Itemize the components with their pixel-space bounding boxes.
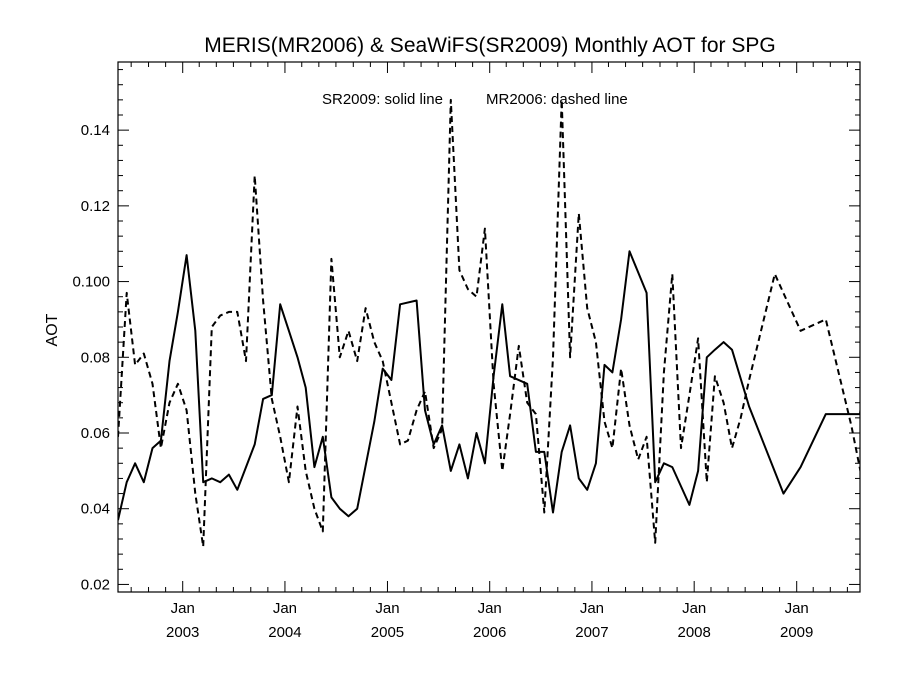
x-tick-label-month: Jan xyxy=(580,600,604,617)
y-axis-label: AOT xyxy=(44,313,61,346)
plot-border xyxy=(117,61,861,593)
legend-annotation-solid: SR2009: solid line xyxy=(322,91,443,108)
series-layer xyxy=(118,98,860,548)
x-tick-label-year: 2004 xyxy=(268,624,301,641)
x-tick-label-month: Jan xyxy=(375,600,399,617)
x-tick-label-year: 2006 xyxy=(473,624,506,641)
legend-annotation-dashed: MR2006: dashed line xyxy=(486,91,628,108)
y-tick-label: 0.100 xyxy=(72,274,110,291)
x-axis-ticks: Jan 2003 Jan 2004 Jan 2005 Jan 2006 Jan 2007 Jan 20… xyxy=(130,62,848,641)
y-tick-label: 0.14 xyxy=(81,122,110,139)
y-tick-label: 0.06 xyxy=(81,425,110,442)
x-tick-label-year: 2008 xyxy=(677,624,710,641)
series-line-sr2009 xyxy=(118,250,860,521)
x-tick-label-year: 2009 xyxy=(780,624,813,641)
y-tick-label: 0.08 xyxy=(81,349,110,366)
x-tick-label-year: 2003 xyxy=(166,624,199,641)
x-tick-label-month: Jan xyxy=(682,600,706,617)
y-axis-ticks: 0.02 0.04 0.06 0.08 0.100 0.12 0.14 xyxy=(72,69,860,593)
series-line-mr2006 xyxy=(118,98,860,548)
x-tick-label-month: Jan xyxy=(785,600,809,617)
y-tick-label: 0.12 xyxy=(81,198,110,215)
plot-frame xyxy=(117,61,861,593)
x-tick-label-month: Jan xyxy=(171,600,195,617)
x-tick-label-year: 2007 xyxy=(575,624,608,641)
y-tick-label: 0.02 xyxy=(81,576,110,593)
chart-title: MERIS(MR2006) & SeaWiFS(SR2009) Monthly … xyxy=(204,34,775,57)
y-tick-label: 0.04 xyxy=(81,501,110,518)
x-tick-label-month: Jan xyxy=(478,600,502,617)
x-tick-label-month: Jan xyxy=(273,600,297,617)
x-tick-label-year: 2005 xyxy=(371,624,404,641)
